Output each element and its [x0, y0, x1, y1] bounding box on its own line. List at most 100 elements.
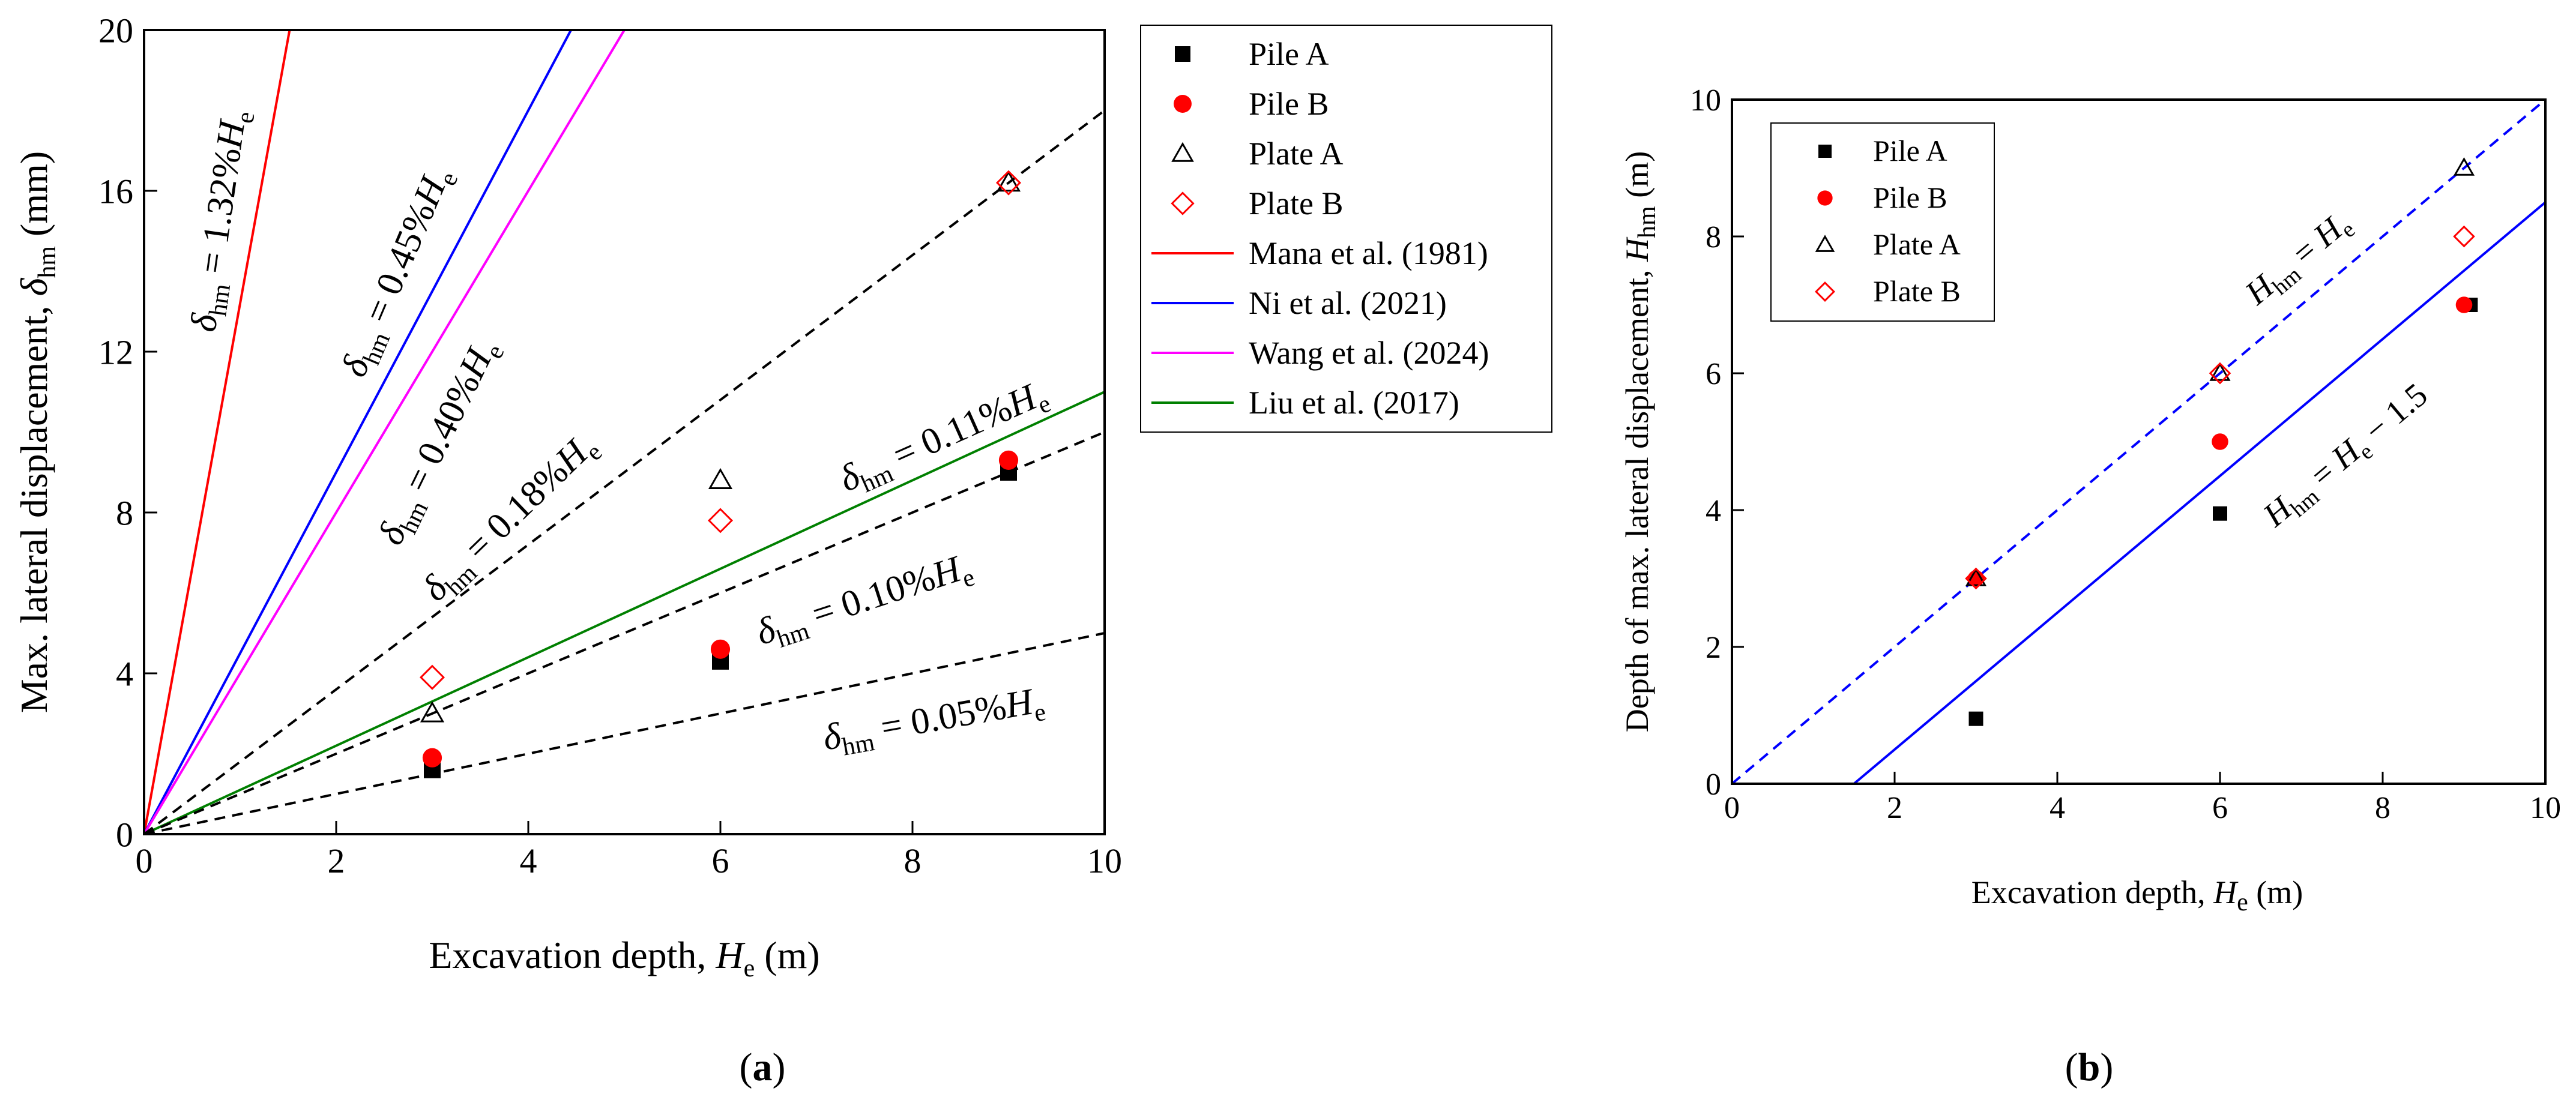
legend-items-b: Pile A Pile B Plate A Plate B: [1815, 134, 1961, 308]
ref-line-b-h-hm-h-e-1-5: [1853, 201, 2545, 784]
b-y-tick-label-10: 10: [1690, 83, 1721, 118]
a-y-tick-label-4: 4: [116, 654, 133, 693]
annotation-a-4: δhm = 0.11%He: [833, 372, 1055, 505]
legend-a-pile-a-point-0: [1175, 46, 1190, 62]
line-annotations-b: Hhm = He Hhm = He − 1.5: [2238, 204, 2438, 538]
b-x-tick-label-10: 10: [2530, 791, 2561, 825]
annotation-b-0: Hhm = He: [2238, 204, 2360, 316]
legend-a-plate-b-point-0: [1171, 191, 1195, 215]
annotation-a-0: δhm = 1.32%He: [183, 107, 261, 335]
b-plate-b-point-0: [1965, 567, 1987, 590]
a-plate-b-point-2: [995, 170, 1022, 196]
b-x-tick-label-0: 0: [1724, 791, 1740, 825]
legend-a-pile-b-point-0: [1174, 95, 1192, 113]
reference-lines-a: [144, 30, 1105, 834]
annotation-a-5: δhm = 0.10%He: [751, 545, 978, 659]
b-pile-b-point-2: [2455, 296, 2473, 313]
ref-line-a-ni-et-al-2021: [144, 30, 573, 834]
a-x-tick-label-0: 0: [136, 841, 153, 880]
a-plate-a-point-2: [996, 170, 1021, 192]
legend-b-plate-b-point-0: [1815, 281, 1835, 302]
x-axis-label-a: Excavation depth, He (m): [429, 934, 819, 982]
axis-ticks-a: 0 2 4 6 8 10 0 4 8 12 16 20: [98, 11, 1122, 880]
annotation-a-6: δhm = 0.05%He: [820, 679, 1048, 764]
legend-b-plate-b-label: Plate B: [1873, 274, 1961, 308]
a-x-tick-label-4: 4: [520, 841, 537, 880]
ref-line-a-liu-et-al-2017: [144, 391, 1105, 834]
y-axis-label-b: Depth of max. lateral displacement, Hhm …: [1619, 151, 1661, 732]
a-x-tick-label-8: 8: [904, 841, 922, 880]
chart-panel-b: 0 2 4 6 8 10 0 2 4 6 8 10 Hhm = He Hhm = He − 1.5 Pi…: [1619, 83, 2561, 1089]
a-y-tick-label-8: 8: [116, 493, 133, 532]
a-plate-a-point-1: [708, 467, 733, 490]
a-plate-a-point-0: [420, 701, 445, 723]
data-points-b: [1965, 157, 2478, 726]
a-pile-b-point-0: [422, 748, 442, 768]
legend-b-plate-a-point-0: [1815, 235, 1835, 252]
annotation-a-1: δhm = 0.45%He: [333, 161, 463, 385]
legend-b-pile-a-point-0: [1818, 145, 1832, 158]
b-pile-b-point-1: [2212, 433, 2228, 450]
plot-frame-a: [143, 29, 1106, 835]
b-plate-b-point-2: [2453, 225, 2475, 248]
b-pile-a-point-1: [2213, 506, 2227, 521]
legend-a-wang-et-al-2024-label: Wang et al. (2024): [1249, 335, 1489, 371]
legend-a-pile-b-label: Pile B: [1249, 86, 1329, 122]
legend-a-plate-a-point-0: [1171, 142, 1194, 162]
legend-a-plate-b-label: Plate B: [1249, 185, 1344, 221]
b-plate-a-point-0: [1965, 567, 1987, 586]
a-y-tick-label-0: 0: [116, 815, 133, 854]
b-y-tick-label-0: 0: [1706, 768, 1721, 802]
legend-frame-a: [1140, 25, 1552, 433]
b-y-tick-label-8: 8: [1706, 220, 1721, 254]
a-y-tick-label-12: 12: [98, 332, 133, 371]
b-plate-a-point-1: [2209, 362, 2231, 381]
a-x-tick-label-10: 10: [1087, 841, 1122, 880]
a-y-tick-label-20: 20: [98, 11, 133, 50]
ref-line-b-h-hm-h-e: [1732, 100, 2545, 784]
legend-items-a: Pile A Pile B Plate A Plate B Mana et al. (1…: [1151, 36, 1489, 421]
a-plate-b-point-0: [419, 664, 445, 690]
b-x-tick-label-2: 2: [1887, 791, 1902, 825]
legend-a-mana-et-al-1981-label: Mana et al. (1981): [1249, 235, 1488, 271]
a-x-tick-label-6: 6: [712, 841, 729, 880]
legend-a-plate-a-label: Plate A: [1249, 136, 1344, 172]
ref-line-a-wang-et-al-2024: [144, 30, 626, 834]
panel-label-b: (b): [2065, 1045, 2114, 1089]
a-y-tick-label-16: 16: [98, 172, 133, 211]
legend-a-pile-a-label: Pile A: [1249, 36, 1329, 72]
b-y-tick-label-4: 4: [1706, 494, 1721, 528]
ref-line-a-0-18: [144, 109, 1105, 834]
b-x-tick-label-4: 4: [2050, 791, 2065, 825]
b-x-tick-label-8: 8: [2375, 791, 2390, 825]
b-pile-a-point-0: [1968, 711, 1983, 726]
axis-ticks-b: 0 2 4 6 8 10 0 2 4 6 8 10: [1690, 83, 2561, 825]
a-pile-b-point-1: [710, 639, 731, 659]
y-axis-label-a: Max. lateral displacement, δhm (mm): [13, 151, 61, 713]
chart-panel-a: 0 2 4 6 8 10 0 4 8 12 16 20 δhm = 1.32%He δhm = 0.45…: [13, 11, 1122, 1089]
b-plate-b-point-1: [2209, 362, 2231, 385]
annotation-b-1: Hhm = He − 1.5: [2256, 376, 2438, 538]
b-pile-b-point-0: [1967, 570, 1985, 587]
b-y-tick-label-6: 6: [1706, 357, 1721, 391]
legend-b-pile-b-point-0: [1817, 190, 1833, 206]
a-pile-b-point-2: [998, 450, 1019, 470]
a-plate-b-point-1: [707, 508, 734, 533]
ref-line-a-0-05: [144, 632, 1105, 834]
plot-frame-b: [1731, 98, 2547, 785]
reference-lines-b: [1732, 100, 2545, 784]
x-axis-label-b: Excavation depth, He (m): [1971, 874, 2303, 916]
b-x-tick-label-6: 6: [2212, 791, 2228, 825]
b-plate-a-point-2: [2453, 157, 2475, 176]
legend-frame-b: [1770, 122, 1995, 322]
legend-b-plate-a-label: Plate A: [1873, 227, 1961, 261]
panel-label-a: (a): [740, 1045, 786, 1089]
legend-a-liu-et-al-2017-label: Liu et al. (2017): [1249, 385, 1459, 421]
legend-a-ni-et-al-2021-label: Ni et al. (2021): [1249, 285, 1447, 321]
a-x-tick-label-2: 2: [328, 841, 345, 880]
b-y-tick-label-2: 2: [1706, 631, 1721, 665]
data-points-a: [419, 170, 1022, 778]
legend-b-pile-b-label: Pile B: [1873, 181, 1947, 214]
